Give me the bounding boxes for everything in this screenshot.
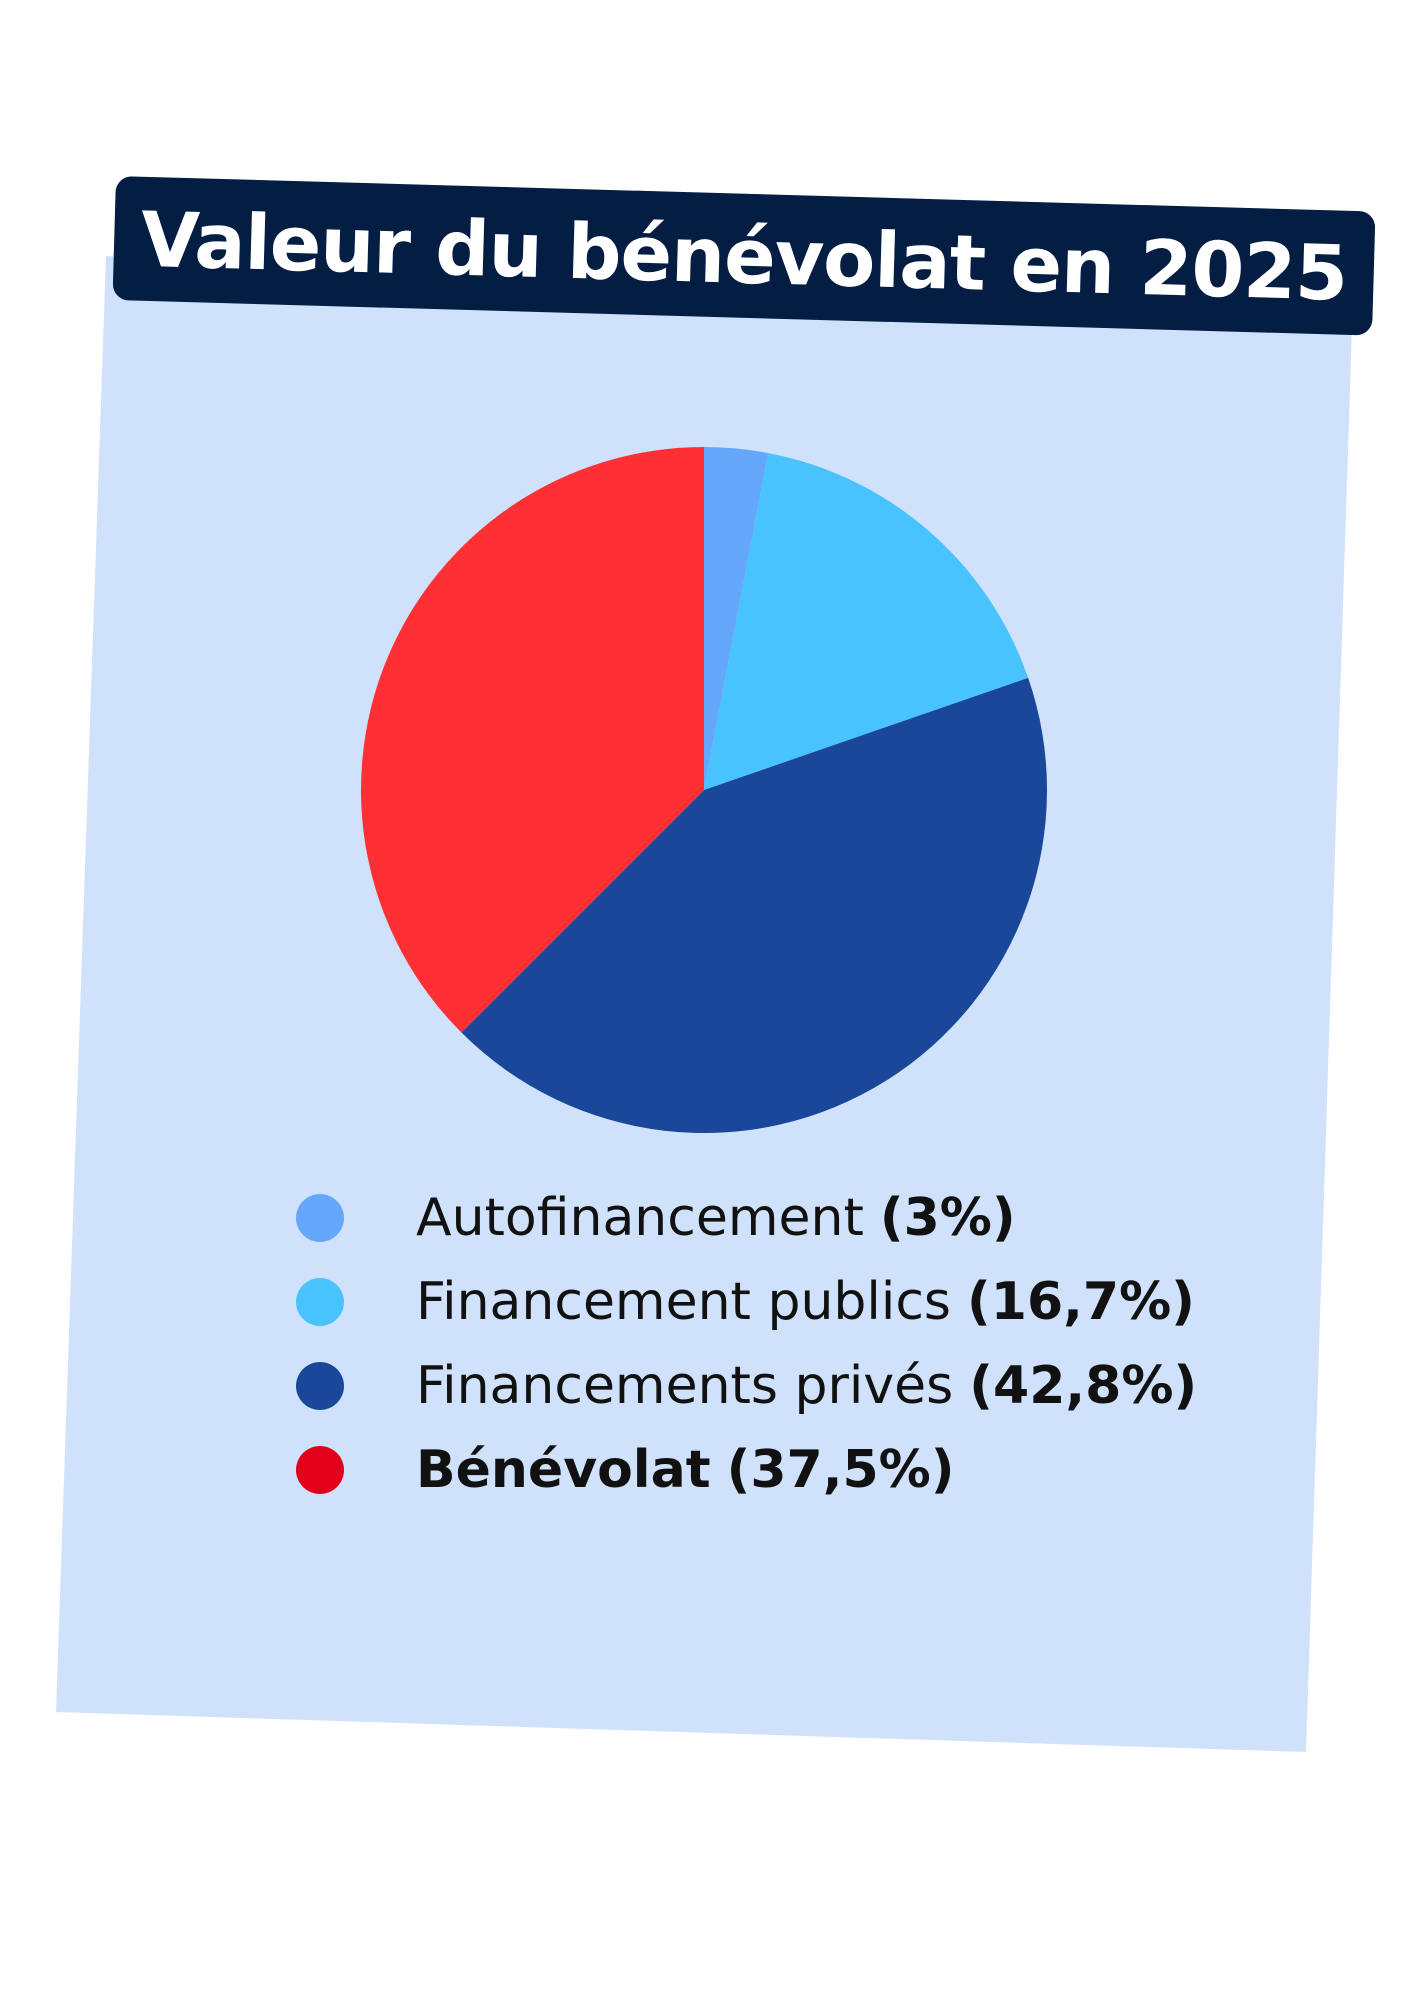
legend-marker [296,1446,344,1494]
legend-item: Autofinancement (3%) [296,1176,1197,1260]
legend-marker [296,1278,344,1326]
legend-value: (3%) [879,1188,1016,1248]
pie-slice-financements-prives [461,677,1048,1134]
legend-label: Autofinancement [416,1188,864,1248]
pie-slice-benevolat [360,447,704,1033]
legend-item: Bénévolat (37,5%) [296,1428,1197,1512]
pie-slice-financement-publics [704,453,1029,790]
legend-marker [296,1362,344,1410]
pie-slice-autofinancement [704,447,769,790]
legend-label: Bénévolat [416,1440,711,1500]
legend: Autofinancement (3%) Financement publics (1… [296,1176,1197,1512]
legend-marker [296,1194,344,1242]
legend-item: Financements privés (42,8%) [296,1344,1197,1428]
legend-item: Financement publics (16,7%) [296,1260,1197,1344]
legend-value: (42,8%) [969,1356,1198,1416]
legend-value: (37,5%) [726,1440,955,1500]
legend-label: Financements privés [416,1356,954,1416]
legend-label: Financement publics [416,1272,952,1332]
legend-value: (16,7%) [967,1272,1195,1332]
